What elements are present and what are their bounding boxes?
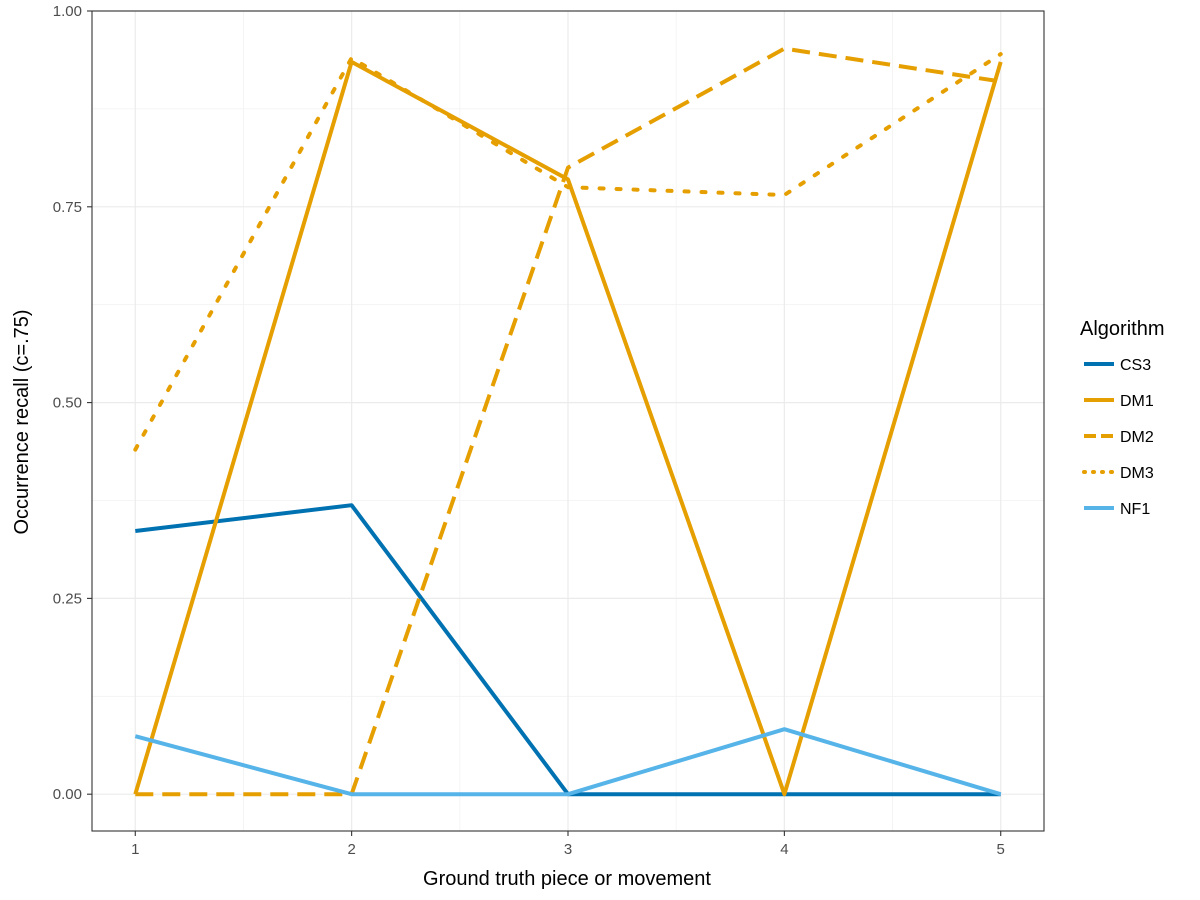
legend-title: Algorithm [1080, 318, 1164, 340]
y-axis-title: Occurrence recall (c=.75) [11, 309, 33, 534]
x-tick-label: 4 [780, 841, 788, 858]
x-axis-ticks: 1 2 3 4 5 [131, 831, 1005, 858]
y-tick-label: 0.75 [53, 199, 82, 216]
major-gridlines [92, 10, 1044, 831]
x-tick-label: 5 [997, 841, 1005, 858]
legend: Algorithm CS3 DM1 DM2 DM3 NF1 [1080, 318, 1164, 518]
y-tick-label: 0.25 [53, 590, 82, 607]
y-axis-ticks: 0.00 0.25 0.50 0.75 1.00 [53, 3, 92, 803]
series-line-nf1 [134, 727, 1002, 797]
x-tick-label: 2 [347, 841, 355, 858]
series-line-dm2 [135, 46, 1002, 797]
y-tick-label: 0.00 [53, 786, 82, 803]
x-tick-label: 3 [564, 841, 572, 858]
series-lines [133, 46, 1003, 797]
y-tick-label: 1.00 [53, 3, 82, 20]
legend-items: CS3 DM1 DM2 DM3 NF1 [1082, 357, 1154, 518]
y-tick-label: 0.50 [53, 395, 82, 412]
legend-label-dm1: DM1 [1120, 393, 1154, 410]
legend-label-nf1: NF1 [1120, 501, 1150, 518]
series-line-dm1 [133, 59, 1003, 797]
legend-label-dm3: DM3 [1120, 465, 1154, 482]
x-axis-title: Ground truth piece or movement [423, 868, 711, 890]
x-tick-label: 1 [131, 841, 139, 858]
legend-label-dm2: DM2 [1120, 429, 1154, 446]
legend-label-cs3: CS3 [1120, 357, 1151, 374]
series-line-dm3 [133, 52, 1003, 452]
